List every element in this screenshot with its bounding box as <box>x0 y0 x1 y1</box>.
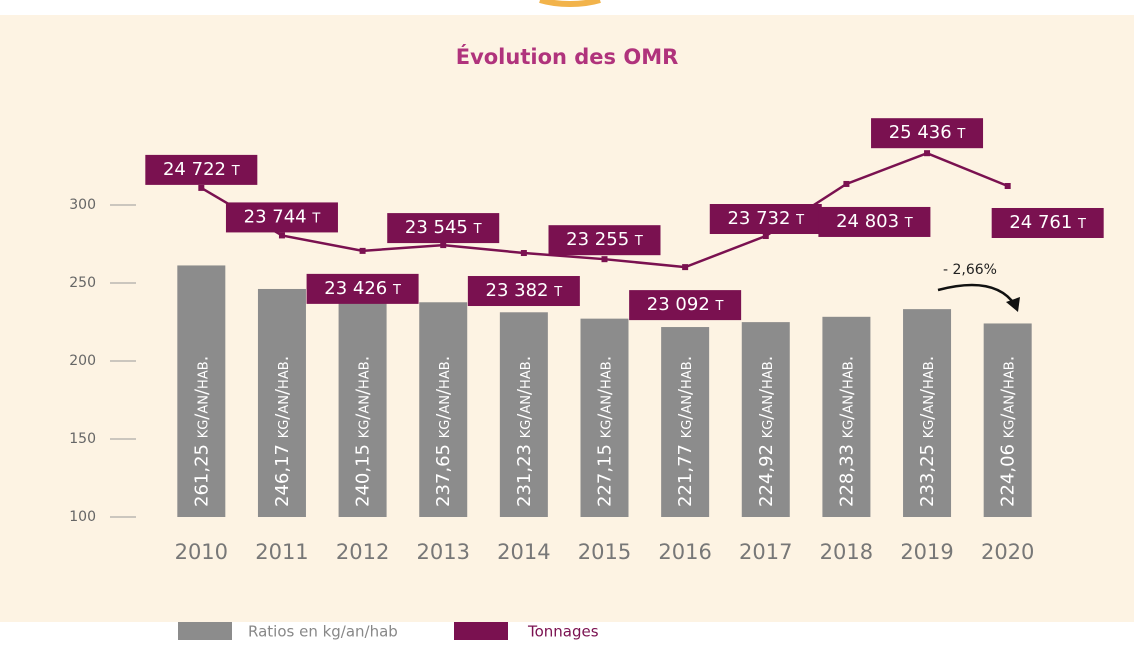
x-tick-label: 2018 <box>820 540 873 564</box>
line-label-box <box>306 273 419 304</box>
line-label-box <box>548 225 661 256</box>
decoration <box>539 0 601 7</box>
y-tick-label: 100 <box>69 509 96 525</box>
x-tick-label: 2014 <box>497 540 550 564</box>
x-tick-label: 2015 <box>578 540 631 564</box>
bar-label: 224,92 kg/an/hab. <box>756 356 777 507</box>
legend-label: Ratios en kg/an/hab <box>248 623 398 641</box>
line-label: 25 436 t <box>889 122 966 143</box>
line-label-box <box>629 290 742 321</box>
legend-swatch <box>178 622 232 640</box>
bar-label: 228,33 kg/an/hab. <box>836 356 857 507</box>
line-label: 23 732 t <box>727 208 804 229</box>
bar-label: 240,15 kg/an/hab. <box>353 356 374 507</box>
line-label: 23 255 t <box>566 229 643 250</box>
x-tick-label: 2016 <box>658 540 711 564</box>
legend-label: Tonnages <box>527 623 599 641</box>
line-label-box <box>709 204 822 235</box>
line-label-box <box>145 154 258 185</box>
line-point <box>762 233 769 240</box>
x-tick-label: 2010 <box>175 540 228 564</box>
line-label-box <box>991 207 1104 238</box>
annotation: - 2,66% <box>943 262 997 278</box>
line-label: 23 545 t <box>405 217 482 238</box>
line-point <box>682 264 689 271</box>
line-point <box>1004 182 1011 189</box>
bar-label: 231,23 kg/an/hab. <box>514 356 535 507</box>
bar <box>983 323 1032 517</box>
y-tick-label: 250 <box>69 275 96 291</box>
y-tick-label: 150 <box>69 431 96 447</box>
line-label-box <box>818 206 931 237</box>
bar <box>580 318 629 517</box>
line-label: 23 744 t <box>244 206 321 227</box>
line-label: 23 426 t <box>324 278 401 299</box>
x-tick-label: 2019 <box>900 540 953 564</box>
line-point <box>843 180 850 187</box>
y-tick-label: 300 <box>69 197 96 213</box>
line-label: 23 382 t <box>486 280 563 301</box>
x-tick-label: 2013 <box>417 540 470 564</box>
x-tick-label: 2017 <box>739 540 792 564</box>
line-label: 23 092 t <box>647 294 724 315</box>
legend-swatch <box>454 622 508 640</box>
annotation-arrow-head <box>1006 297 1020 312</box>
bar <box>661 327 710 517</box>
line-point <box>278 232 285 239</box>
bar <box>419 302 468 517</box>
annotation-arrow <box>937 283 1017 306</box>
bar <box>338 298 387 517</box>
bar <box>177 265 226 517</box>
bar <box>903 309 952 517</box>
bar-label: 224,06 kg/an/hab. <box>998 356 1019 507</box>
bar-label: 221,77 kg/an/hab. <box>675 356 696 507</box>
line-label: 24 761 t <box>1009 212 1086 233</box>
bar <box>741 322 790 517</box>
chart-title: Évolution des OMR <box>456 44 679 69</box>
bar-label: 261,25 kg/an/hab. <box>191 356 212 507</box>
line-label-box <box>387 213 500 244</box>
line-label: 24 803 t <box>836 211 913 232</box>
line-label-box <box>467 276 580 307</box>
line-point <box>601 256 608 263</box>
line-label-box <box>225 202 338 233</box>
line-point <box>198 184 205 191</box>
x-tick-label: 2011 <box>255 540 308 564</box>
bar-label: 246,17 kg/an/hab. <box>272 356 293 507</box>
background <box>0 15 1134 622</box>
bar <box>499 312 548 517</box>
line-label-box <box>871 118 984 149</box>
x-tick-label: 2020 <box>981 540 1034 564</box>
bar-label: 233,25 kg/an/hab. <box>917 356 938 507</box>
bar <box>257 288 306 517</box>
line-point <box>359 247 366 254</box>
line-point <box>924 150 931 157</box>
line-point <box>440 242 447 249</box>
y-tick-label: 200 <box>69 353 96 369</box>
line-point <box>520 250 527 257</box>
line-label: 24 722 t <box>163 159 240 180</box>
bar <box>822 316 871 517</box>
x-tick-label: 2012 <box>336 540 389 564</box>
bar-label: 237,65 kg/an/hab. <box>433 356 454 507</box>
bar-label: 227,15 kg/an/hab. <box>595 356 616 507</box>
